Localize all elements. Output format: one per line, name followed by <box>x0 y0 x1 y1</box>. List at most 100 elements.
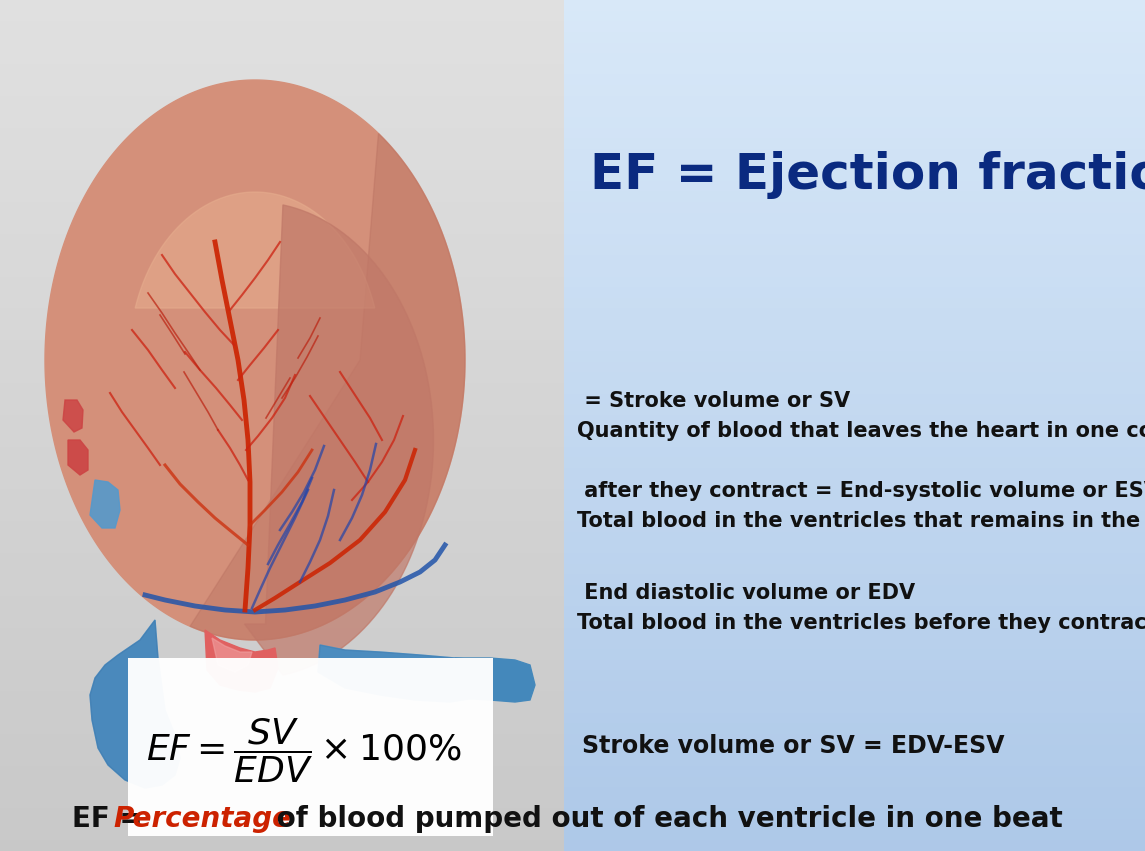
Bar <box>0 596 564 607</box>
Bar <box>0 277 564 288</box>
Bar <box>564 489 1145 500</box>
Bar <box>0 627 564 638</box>
Bar <box>0 564 564 574</box>
Bar <box>564 160 1145 170</box>
Bar <box>0 840 564 851</box>
Bar <box>564 681 1145 691</box>
Bar <box>0 787 564 798</box>
Bar <box>564 383 1145 393</box>
Bar <box>0 224 564 234</box>
Bar <box>0 234 564 244</box>
Text: Total blood in the ventricles that remains in the heart: Total blood in the ventricles that remai… <box>577 511 1145 531</box>
Bar <box>0 308 564 319</box>
Bar <box>564 660 1145 671</box>
Bar <box>0 585 564 596</box>
Bar <box>564 404 1145 415</box>
Bar <box>0 766 564 777</box>
Bar <box>564 585 1145 596</box>
Bar <box>0 819 564 830</box>
Bar <box>0 574 564 585</box>
Bar <box>0 521 564 532</box>
Bar <box>564 712 1145 723</box>
Bar <box>564 191 1145 202</box>
Bar <box>0 404 564 415</box>
Bar <box>564 671 1145 681</box>
Bar <box>564 756 1145 766</box>
Bar <box>564 245 1145 255</box>
Bar <box>0 447 564 458</box>
Polygon shape <box>135 192 374 308</box>
Text: $EF = \dfrac{SV}{EDV} \times 100\%$: $EF = \dfrac{SV}{EDV} \times 100\%$ <box>147 717 461 785</box>
Bar <box>564 181 1145 191</box>
Bar <box>0 830 564 841</box>
Polygon shape <box>90 480 120 528</box>
Bar <box>0 191 564 202</box>
Bar <box>564 117 1145 128</box>
Bar <box>0 532 564 543</box>
Bar <box>564 128 1145 138</box>
Text: = Stroke volume or SV: = Stroke volume or SV <box>577 391 850 411</box>
Bar <box>564 234 1145 244</box>
Bar <box>0 266 564 277</box>
Bar <box>0 43 564 53</box>
Bar <box>0 245 564 255</box>
Bar <box>0 500 564 511</box>
Bar <box>564 511 1145 521</box>
Bar <box>564 308 1145 319</box>
Bar <box>0 340 564 351</box>
Bar <box>0 671 564 681</box>
Text: End diastolic volume or EDV: End diastolic volume or EDV <box>577 583 915 603</box>
Bar <box>0 373 564 383</box>
Text: Percentage: Percentage <box>113 805 291 833</box>
Bar <box>0 11 564 21</box>
Bar <box>0 21 564 32</box>
Bar <box>564 606 1145 617</box>
Bar <box>564 266 1145 277</box>
Bar <box>564 415 1145 426</box>
Bar <box>564 170 1145 181</box>
Bar <box>0 383 564 393</box>
Polygon shape <box>63 400 82 432</box>
Bar <box>564 638 1145 649</box>
Bar <box>564 426 1145 436</box>
Polygon shape <box>45 80 465 640</box>
Bar <box>564 224 1145 234</box>
Bar <box>0 255 564 266</box>
Bar <box>128 658 493 836</box>
Polygon shape <box>318 645 490 702</box>
Bar <box>0 181 564 191</box>
Bar <box>564 840 1145 851</box>
Bar <box>0 691 564 702</box>
Bar <box>564 11 1145 21</box>
Bar <box>0 202 564 213</box>
Bar <box>0 426 564 436</box>
Bar <box>0 734 564 745</box>
Bar <box>0 702 564 713</box>
Bar <box>0 660 564 671</box>
Bar <box>0 553 564 564</box>
Text: after they contract = End-systolic volume or ESV.: after they contract = End-systolic volum… <box>577 481 1145 501</box>
Polygon shape <box>90 620 180 788</box>
Polygon shape <box>212 638 252 672</box>
Bar <box>564 393 1145 404</box>
Bar <box>564 288 1145 298</box>
Bar <box>564 213 1145 224</box>
Bar <box>564 553 1145 564</box>
Bar <box>0 638 564 649</box>
Bar <box>564 436 1145 447</box>
Bar <box>0 95 564 106</box>
Bar <box>0 160 564 170</box>
Bar <box>0 649 564 660</box>
Bar <box>564 734 1145 745</box>
Bar <box>564 53 1145 64</box>
Bar <box>0 106 564 117</box>
Bar <box>564 298 1145 308</box>
Bar <box>0 798 564 808</box>
Bar <box>564 798 1145 808</box>
Bar <box>564 139 1145 149</box>
Bar <box>0 170 564 181</box>
Bar <box>564 458 1145 468</box>
Bar <box>564 362 1145 373</box>
Bar <box>0 85 564 96</box>
Text: EF = Ejection fraction: EF = Ejection fraction <box>590 151 1145 199</box>
